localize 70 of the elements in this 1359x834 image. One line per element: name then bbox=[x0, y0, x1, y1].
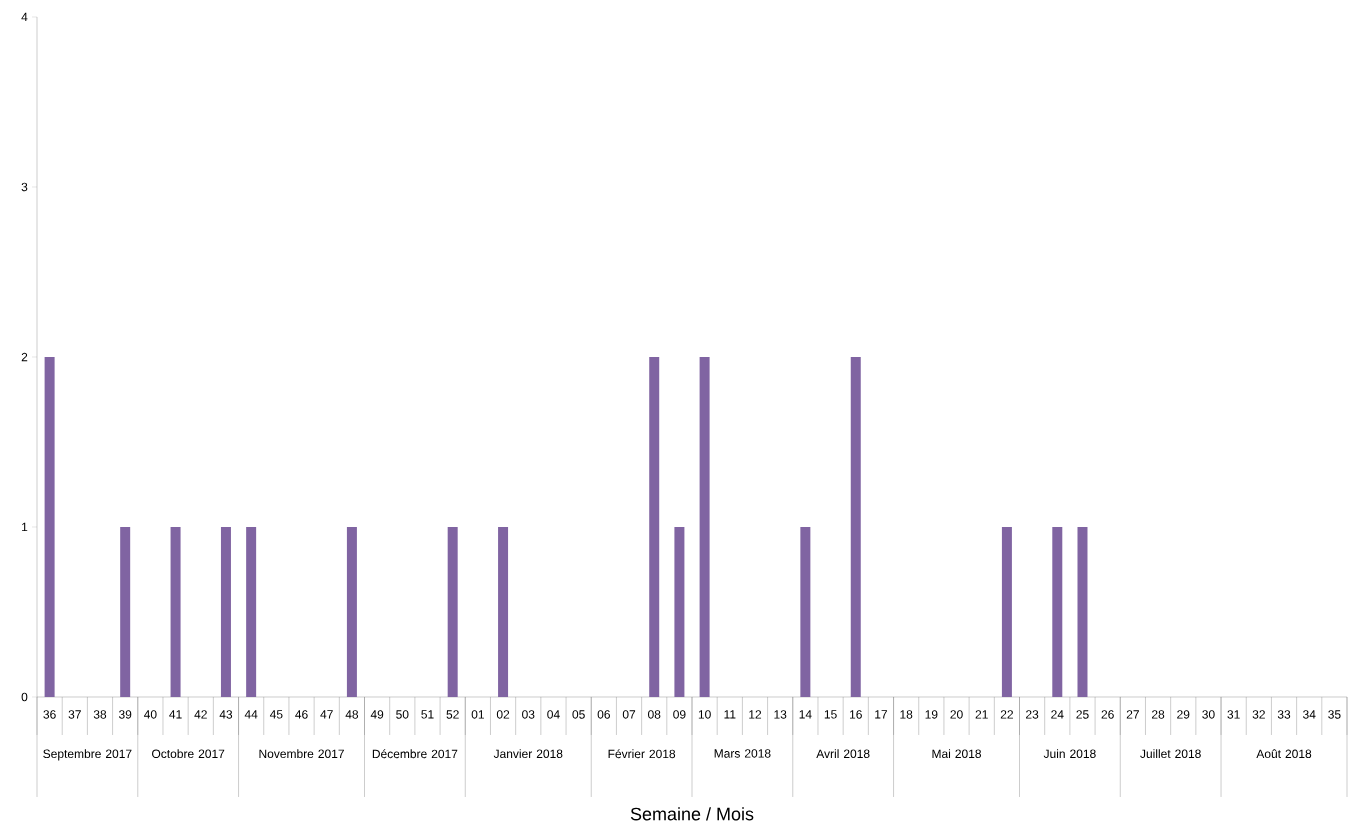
x-tick-label: 09 bbox=[673, 710, 686, 719]
x-tick-label: 12 bbox=[749, 710, 762, 719]
text: Novembre 2017 bbox=[259, 749, 344, 758]
x-tick-label: 47 bbox=[320, 710, 333, 719]
x-tick-label: 24 bbox=[1051, 710, 1064, 719]
x-tick-label: 11 bbox=[724, 710, 736, 719]
y-tick-label: 2 bbox=[21, 352, 28, 362]
x-tick-label: 21 bbox=[975, 710, 988, 719]
x-tick-label: 52 bbox=[446, 710, 459, 719]
x-tick-label: 13 bbox=[774, 710, 787, 719]
x-tick-label: 28 bbox=[1151, 710, 1165, 719]
x-tick-label: 45 bbox=[269, 710, 283, 719]
x-tick-label: 50 bbox=[396, 710, 409, 719]
x-tick-label: 49 bbox=[370, 710, 384, 719]
x-tick-label: 38 bbox=[93, 710, 107, 719]
x-tick-label: 46 bbox=[295, 710, 308, 719]
x-tick-label: 40 bbox=[143, 710, 157, 719]
y-tick-label: 1 bbox=[22, 522, 28, 532]
x-tick-label: 36 bbox=[43, 710, 56, 719]
y-tick-label: 0 bbox=[21, 692, 28, 702]
x-tick-label: 25 bbox=[1076, 710, 1089, 719]
text: Mai 2018 bbox=[932, 749, 981, 758]
text: Septembre 2017 bbox=[43, 749, 132, 761]
x-tick-label: 48 bbox=[345, 710, 359, 719]
x-tick-label: 30 bbox=[1202, 710, 1215, 719]
x-tick-label: 18 bbox=[900, 710, 913, 719]
x-tick-label: 39 bbox=[118, 710, 132, 719]
text: Mars 2018 bbox=[714, 749, 771, 758]
x-tick-label: 34 bbox=[1303, 710, 1316, 719]
x-axis-title: Semaine / Mois bbox=[630, 807, 754, 821]
x-tick-label: 31 bbox=[1227, 710, 1240, 719]
x-tick-label: 33 bbox=[1277, 710, 1291, 719]
x-tick-label: 02 bbox=[496, 710, 510, 719]
x-tick-label: 03 bbox=[522, 710, 535, 719]
x-tick-label: 01 bbox=[471, 710, 484, 719]
text: Octobre 2017 bbox=[152, 749, 225, 758]
x-tick-label: 29 bbox=[1177, 710, 1190, 719]
x-tick-label: 41 bbox=[169, 710, 182, 719]
x-tick-label: 08 bbox=[648, 710, 661, 719]
x-tick-label: 42 bbox=[194, 710, 207, 719]
x-tick-label: 19 bbox=[925, 710, 938, 719]
x-tick-label: 44 bbox=[244, 710, 258, 719]
x-tick-label: 05 bbox=[572, 710, 585, 719]
x-tick-label: 43 bbox=[219, 710, 233, 719]
x-tick-label: 35 bbox=[1328, 710, 1341, 719]
x-tick-label: 51 bbox=[421, 710, 434, 719]
x-tick-label: 20 bbox=[950, 710, 963, 719]
text: Avril 2018 bbox=[816, 749, 870, 758]
x-tick-label: 32 bbox=[1252, 710, 1265, 719]
x-tick-label: 06 bbox=[597, 710, 610, 719]
x-tick-label: 10 bbox=[698, 710, 711, 719]
text: Janvier 2018 bbox=[493, 749, 563, 758]
x-tick-label: 15 bbox=[824, 710, 837, 719]
x-tick-label: 17 bbox=[875, 710, 888, 719]
text: Juillet 2018 bbox=[1140, 749, 1201, 758]
x-tick-label: 16 bbox=[849, 710, 862, 719]
text: Décembre 2017 bbox=[372, 749, 458, 759]
x-tick-label: 27 bbox=[1126, 710, 1139, 719]
x-tick-label: 22 bbox=[1000, 710, 1013, 719]
x-tick-label: 04 bbox=[547, 710, 560, 719]
text: Août 2018 bbox=[1256, 749, 1312, 759]
text: Juin 2018 bbox=[1043, 749, 1096, 758]
y-tick-label: 3 bbox=[21, 182, 28, 192]
x-tick-label: 26 bbox=[1101, 710, 1114, 719]
text: Février 2018 bbox=[608, 749, 676, 759]
x-tick-label: 07 bbox=[622, 710, 636, 719]
y-tick-label: 4 bbox=[21, 12, 28, 22]
x-tick-label: 14 bbox=[799, 710, 812, 719]
x-tick-label: 23 bbox=[1026, 710, 1039, 719]
x-tick-label: 37 bbox=[68, 710, 81, 719]
